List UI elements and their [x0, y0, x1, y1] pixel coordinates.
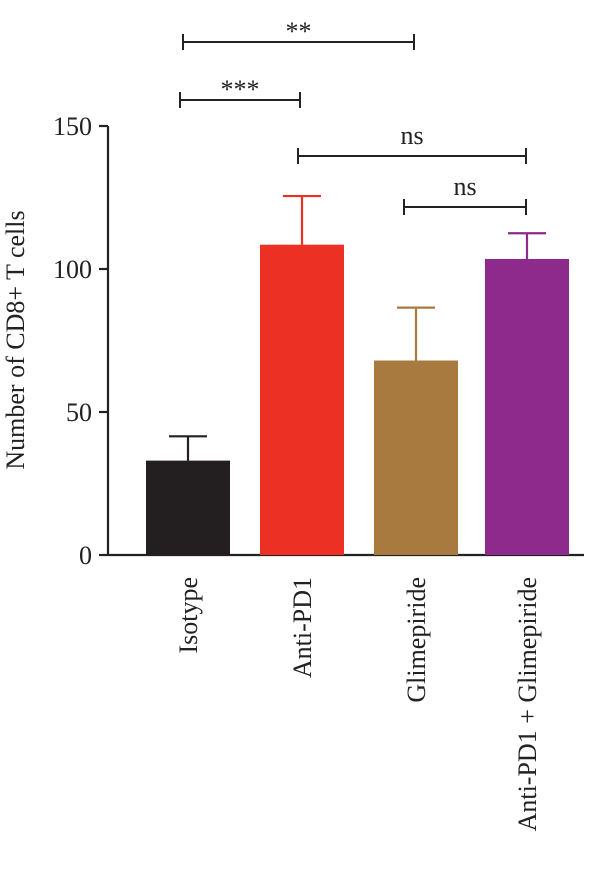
y-ticks: 0 50 100 150: [53, 112, 108, 570]
error-bars: [169, 194, 546, 461]
bars: [146, 244, 569, 555]
bar-0: [146, 460, 230, 555]
category-labels: Isotype Anti-PD1 Glimepiride Anti-PD1 + Gli…: [174, 577, 542, 831]
category-label-1: Anti-PD1: [288, 577, 317, 678]
sig-label-1: ***: [221, 75, 260, 104]
category-label-2: Glimepiride: [402, 577, 431, 703]
bar-2: [374, 360, 458, 555]
bar-1: [260, 244, 344, 555]
sig-label-3: ns: [453, 172, 476, 201]
sig-label-2: ns: [400, 121, 423, 150]
category-label-3: Anti-PD1 + Glimepiride: [513, 577, 542, 831]
y-tick-label-1: 50: [66, 398, 92, 427]
bar-3: [485, 258, 569, 555]
sig-label-0: **: [286, 17, 312, 46]
y-tick-label-3: 150: [53, 112, 92, 141]
y-tick-label-0: 0: [79, 541, 92, 570]
category-label-0: Isotype: [174, 577, 203, 654]
y-tick-label-2: 100: [53, 255, 92, 284]
y-axis-label: Number of CD8+ T cells: [1, 210, 30, 469]
